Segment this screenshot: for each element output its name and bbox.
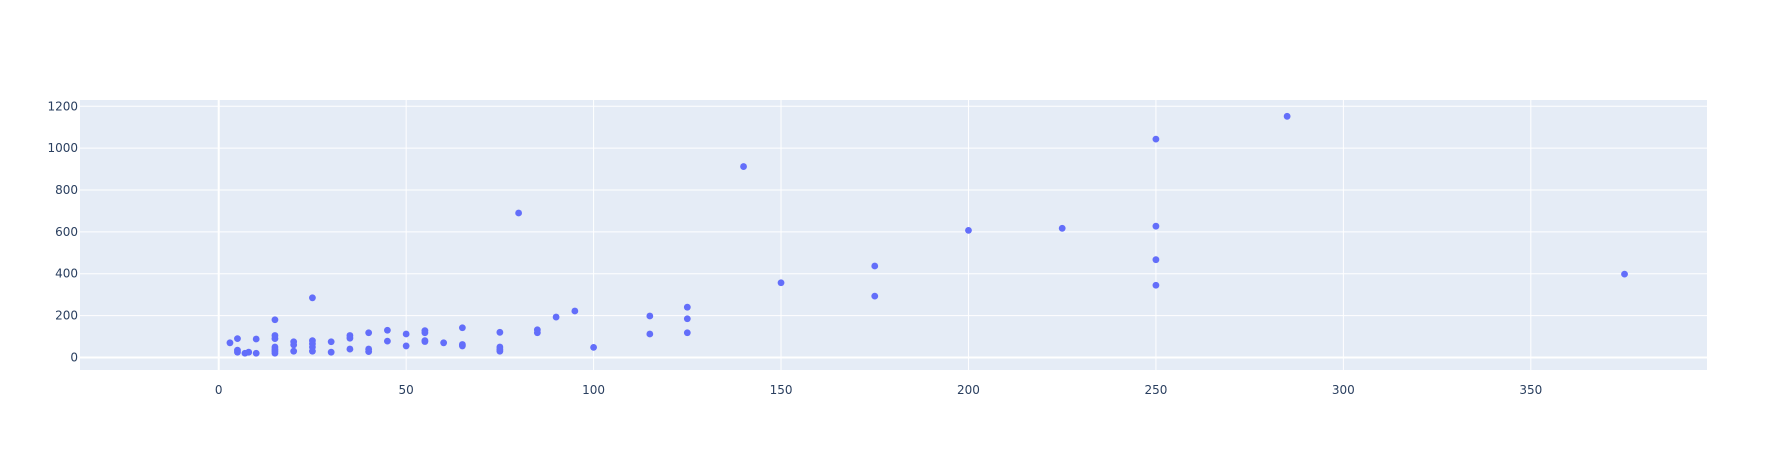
scatter-point bbox=[421, 338, 429, 345]
scatter-point bbox=[440, 339, 448, 347]
scatter-point bbox=[571, 307, 579, 315]
scatter-point bbox=[384, 326, 391, 334]
scatter-point bbox=[1152, 281, 1160, 289]
scatter-point bbox=[1058, 224, 1066, 232]
scatter-point bbox=[309, 294, 316, 302]
x-tick-label: 350 bbox=[1519, 383, 1542, 397]
scatter-point bbox=[290, 347, 298, 355]
y-tick-label: 0 bbox=[70, 350, 78, 364]
scatter-point bbox=[458, 324, 466, 332]
scatter-point bbox=[234, 335, 241, 343]
scatter-point bbox=[327, 338, 335, 346]
scatter-point bbox=[252, 335, 260, 343]
y-tick-label: 1200 bbox=[47, 99, 78, 113]
y-tick-label: 600 bbox=[55, 225, 78, 239]
scatter-point bbox=[777, 279, 785, 287]
scatter-point bbox=[496, 328, 504, 336]
grid-lines bbox=[80, 100, 1707, 370]
scatter-point bbox=[245, 348, 253, 356]
scatter-point bbox=[327, 348, 335, 356]
scatter-point bbox=[646, 312, 654, 320]
scatter-point bbox=[496, 347, 504, 355]
scatter-point bbox=[365, 329, 373, 337]
scatter-point bbox=[252, 349, 260, 357]
scatter-point bbox=[1152, 135, 1160, 143]
scatter-point bbox=[384, 337, 391, 345]
scatter-point bbox=[1152, 222, 1160, 230]
scatter-point bbox=[309, 347, 316, 355]
x-tick-label: 0 bbox=[215, 383, 223, 397]
scatter-point bbox=[1283, 112, 1291, 120]
scatter-point bbox=[458, 342, 466, 350]
scatter-point bbox=[590, 343, 597, 351]
axis-tick-labels: 0 50 100 150 200 250 300 350 0 200 400 600 800 1000 12… bbox=[47, 99, 1542, 397]
scatter-point bbox=[421, 329, 429, 337]
scatter-point bbox=[965, 226, 972, 234]
scatter-point bbox=[226, 339, 234, 347]
scatter-point bbox=[683, 329, 691, 337]
y-tick-label: 800 bbox=[55, 183, 78, 197]
x-tick-label: 50 bbox=[399, 383, 414, 397]
scatter-point bbox=[533, 329, 541, 337]
scatter-point bbox=[271, 349, 279, 357]
plot-area-background bbox=[80, 100, 1707, 370]
scatter-point bbox=[1152, 256, 1160, 264]
scatter-point bbox=[871, 292, 879, 300]
scatter-point bbox=[552, 313, 560, 321]
scatter-point bbox=[271, 316, 279, 324]
y-tick-label: 200 bbox=[55, 309, 78, 323]
scatter-point bbox=[683, 303, 691, 311]
scatter-point bbox=[515, 209, 523, 217]
scatter-point bbox=[646, 330, 654, 338]
scatter-point bbox=[402, 342, 410, 350]
scatter-point bbox=[365, 348, 373, 355]
scatter-point bbox=[1621, 270, 1628, 278]
scatter-point bbox=[402, 330, 410, 338]
data-points bbox=[226, 112, 1628, 357]
x-tick-label: 300 bbox=[1332, 383, 1355, 397]
x-tick-label: 250 bbox=[1144, 383, 1167, 397]
scatter-point bbox=[683, 315, 691, 323]
scatter-point bbox=[346, 345, 354, 353]
scatter-point bbox=[271, 335, 279, 343]
scatter-point bbox=[290, 341, 298, 349]
scatter-point bbox=[871, 262, 879, 270]
y-tick-label: 400 bbox=[55, 267, 78, 281]
x-tick-label: 150 bbox=[770, 383, 793, 397]
scatter-point bbox=[346, 334, 354, 342]
x-tick-label: 100 bbox=[582, 383, 605, 397]
y-tick-label: 1000 bbox=[47, 141, 78, 155]
scatter-point bbox=[740, 163, 747, 170]
x-tick-label: 200 bbox=[957, 383, 980, 397]
scatter-point bbox=[234, 348, 241, 356]
